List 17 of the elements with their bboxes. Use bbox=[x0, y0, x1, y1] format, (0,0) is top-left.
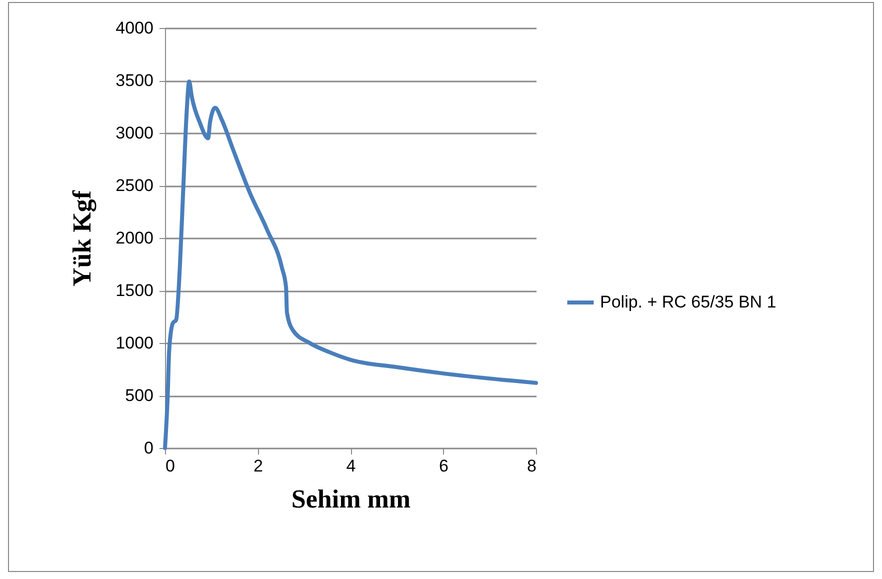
y-tick-label: 1500 bbox=[116, 281, 154, 300]
y-tick-label: 2500 bbox=[116, 176, 154, 195]
y-tick-label: 0 bbox=[144, 438, 154, 458]
legend-label: Polip. + RC 65/35 BN 1 bbox=[600, 292, 776, 312]
y-tick-label: 4000 bbox=[116, 18, 154, 38]
x-tick-label: 8 bbox=[527, 456, 536, 476]
x-tick-label: 4 bbox=[346, 456, 356, 476]
x-tick-label: 6 bbox=[439, 456, 448, 476]
y-tick-label: 3500 bbox=[116, 71, 154, 90]
y-tick-label: 500 bbox=[125, 386, 154, 405]
y-axis-title: Yük Kgf bbox=[68, 190, 97, 287]
y-tick-label: 1000 bbox=[116, 334, 154, 352]
y-tick-label: 3000 bbox=[116, 124, 154, 142]
y-tick-label: 2000 bbox=[116, 228, 154, 248]
x-tick-label: 0 bbox=[166, 456, 175, 476]
x-tick-label: 2 bbox=[254, 456, 263, 476]
x-axis-title: Sehim mm bbox=[291, 484, 411, 514]
